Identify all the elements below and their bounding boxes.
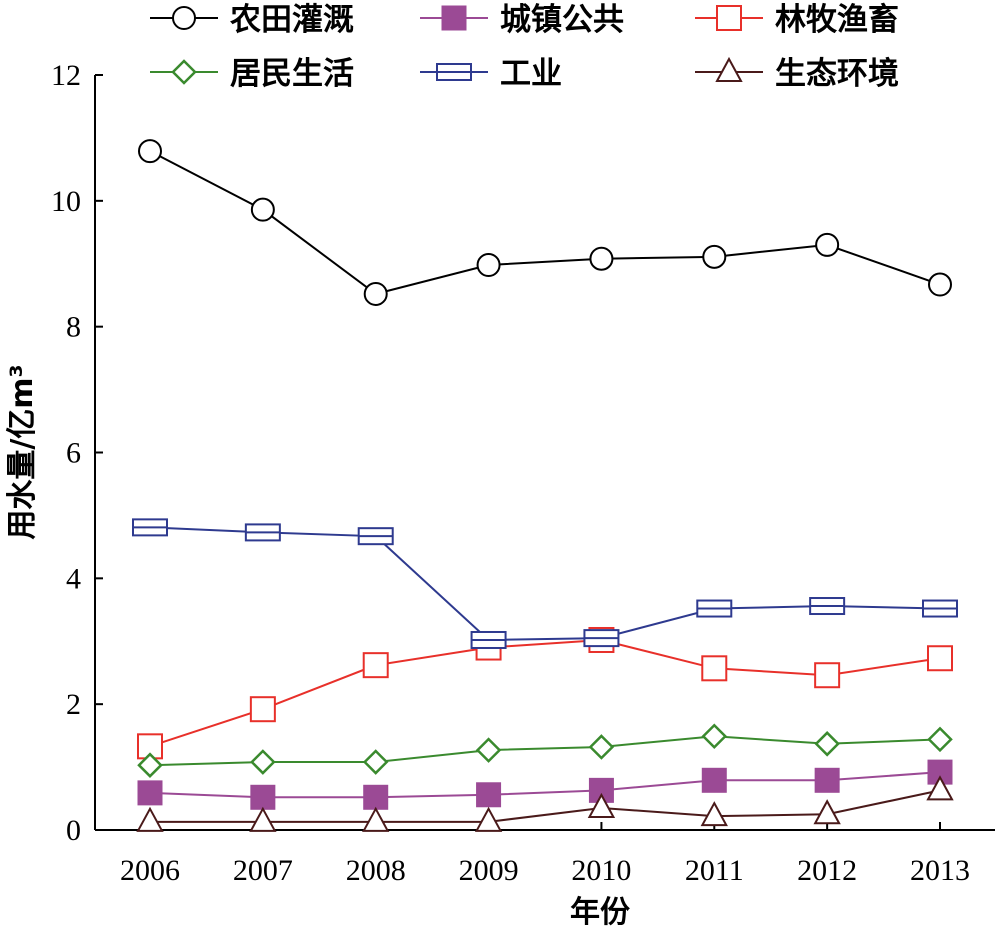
- data-point: [701, 723, 728, 750]
- x-tick-label: 2010: [571, 854, 631, 887]
- y-axis-label: 用水量/亿m³: [5, 364, 40, 539]
- data-point: [132, 518, 168, 537]
- series-line: [150, 789, 941, 823]
- series-line: [149, 638, 941, 748]
- legend-item: 居民生活: [150, 56, 354, 92]
- legend-item: 农田灌溉: [150, 2, 354, 38]
- data-point: [926, 775, 954, 801]
- legend-label: 林牧渔畜: [775, 2, 899, 38]
- data-point: [922, 599, 958, 618]
- series-line: [149, 735, 941, 767]
- data-point: [476, 253, 501, 278]
- y-tick-label: 0: [66, 814, 81, 847]
- data-point: [815, 232, 840, 257]
- series-group: [132, 139, 958, 832]
- legend-label: 生态环境: [775, 56, 899, 92]
- data-point: [249, 806, 277, 832]
- legend-marker: [172, 6, 196, 30]
- data-point: [587, 792, 616, 818]
- legend-item: 工业: [420, 56, 562, 92]
- data-point: [250, 784, 276, 810]
- series-5: [136, 775, 954, 832]
- data-point: [244, 523, 281, 542]
- data-point: [137, 752, 163, 778]
- data-point: [701, 655, 728, 682]
- data-point: [476, 782, 502, 808]
- data-point: [814, 662, 841, 689]
- series-1: [137, 759, 953, 810]
- x-tick-label: 2009: [459, 854, 519, 887]
- series-0: [138, 139, 952, 306]
- data-point: [809, 597, 846, 616]
- series-line: [149, 150, 941, 296]
- data-point: [362, 749, 389, 775]
- data-point: [700, 801, 728, 827]
- x-tick-label: 2012: [797, 854, 857, 887]
- data-point: [137, 780, 163, 806]
- y-tick-label: 12: [51, 59, 81, 92]
- data-point: [250, 197, 275, 222]
- legend-marker: [436, 63, 472, 81]
- legend-label: 居民生活: [230, 56, 354, 92]
- data-point: [138, 139, 162, 164]
- data-point: [701, 767, 727, 793]
- data-point: [250, 749, 276, 775]
- data-point: [362, 806, 390, 832]
- legend-label: 农田灌溉: [230, 2, 354, 38]
- data-point: [588, 734, 615, 760]
- x-tick-label: 2008: [346, 854, 406, 887]
- x-tick-label: 2007: [233, 854, 293, 887]
- data-point: [927, 645, 953, 672]
- data-point: [696, 599, 733, 618]
- series-line: [149, 771, 941, 799]
- series-line: [149, 526, 941, 641]
- legend-item: 生态环境: [695, 56, 899, 92]
- data-point: [813, 799, 841, 825]
- y-tick-label: 4: [66, 562, 81, 595]
- legend-label: 城镇公共: [500, 2, 624, 38]
- data-point: [249, 696, 276, 723]
- series-3: [137, 723, 953, 778]
- data-point: [362, 652, 389, 679]
- data-point: [357, 527, 394, 546]
- y-tick-label: 8: [66, 311, 81, 344]
- axes: 0 2 4 6 8 10 12 2006 2007 2008 2009 2010 2011 2012 201…: [51, 59, 995, 887]
- data-point: [363, 281, 388, 306]
- data-point: [702, 244, 727, 269]
- legend-item: 城镇公共: [420, 2, 624, 38]
- y-tick-label: 2: [66, 688, 81, 721]
- data-point: [927, 726, 953, 753]
- x-tick-label: 2013: [910, 854, 970, 887]
- data-point: [363, 784, 389, 810]
- x-tick-label: 2011: [685, 854, 744, 887]
- legend-marker: [716, 5, 742, 31]
- series-4: [132, 518, 958, 649]
- data-point: [814, 731, 840, 757]
- data-point: [474, 806, 503, 832]
- data-point: [136, 806, 164, 832]
- y-tick-label: 6: [66, 437, 81, 470]
- data-point: [814, 767, 840, 793]
- x-axis-label: 年份: [570, 895, 630, 930]
- data-point: [589, 246, 614, 271]
- legend-marker: [171, 59, 197, 85]
- data-point: [475, 737, 502, 763]
- data-point: [928, 272, 952, 297]
- legend-item: 林牧渔畜: [695, 2, 899, 38]
- x-tick-label: 2006: [120, 854, 180, 887]
- data-point: [470, 630, 507, 649]
- legend-marker: [715, 56, 743, 82]
- data-point: [583, 629, 620, 648]
- legend-label: 工业: [500, 56, 562, 92]
- y-tick-label: 10: [51, 185, 81, 218]
- legend-marker: [441, 5, 467, 31]
